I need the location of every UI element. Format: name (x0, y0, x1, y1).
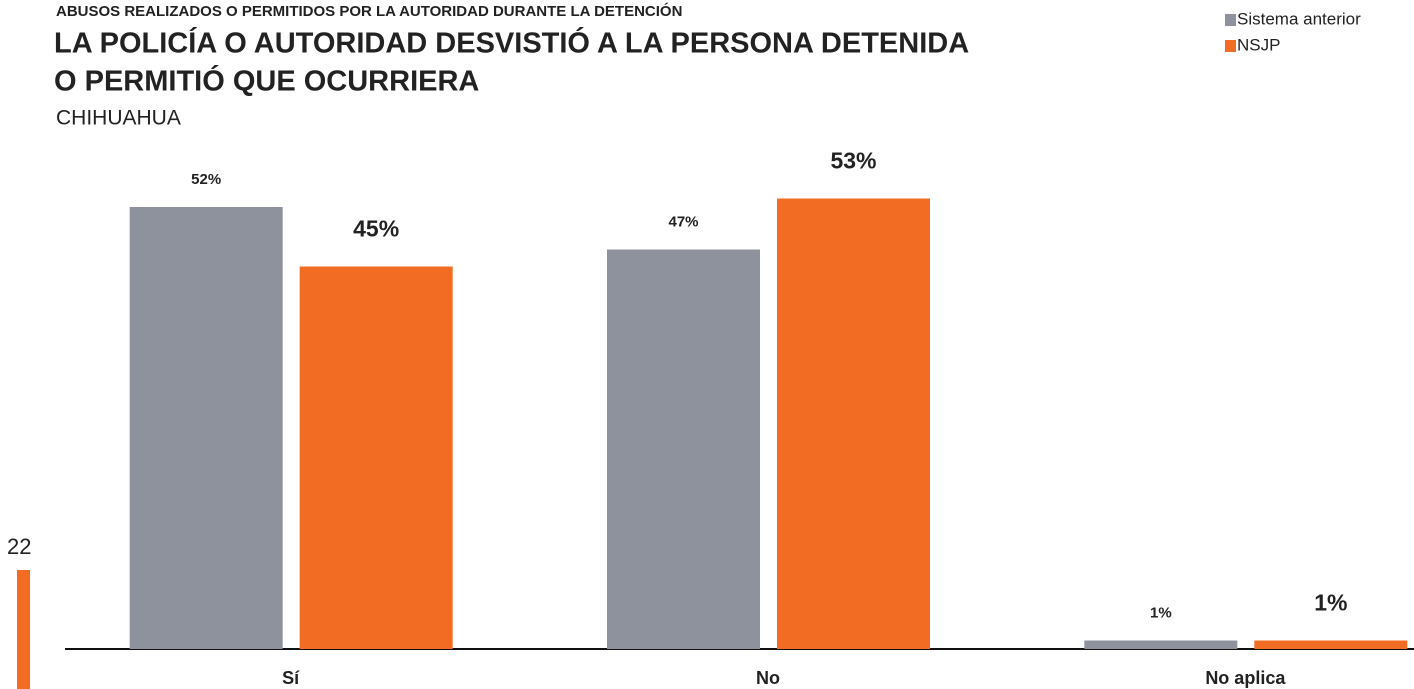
page-number: 22 (7, 534, 31, 559)
bar (299, 266, 453, 649)
chart-subtitle: CHIHUAHUA (56, 107, 181, 130)
bar (1084, 640, 1238, 649)
page-accent (17, 570, 30, 689)
bar (1254, 640, 1408, 649)
data-label: 52% (191, 171, 221, 188)
chart-title: O PERMITIÓ QUE OCURRIERA (54, 64, 479, 98)
legend-label: NSJP (1237, 35, 1280, 54)
legend-swatch (1225, 14, 1236, 26)
data-label: 45% (353, 216, 399, 242)
legend-swatch (1225, 40, 1236, 52)
x-tick-label: No aplica (1205, 668, 1286, 688)
data-label: 1% (1314, 590, 1347, 616)
data-label: 47% (668, 213, 698, 230)
data-label: 53% (830, 148, 876, 174)
x-tick-label: No (756, 668, 780, 688)
data-label: 1% (1150, 604, 1172, 621)
legend-label: Sistema anterior (1237, 9, 1361, 28)
x-tick-label: Sí (282, 668, 300, 688)
chart-title: LA POLICÍA O AUTORIDAD DESVISTIÓ A LA PE… (54, 26, 969, 60)
chart-kicker: ABUSOS REALIZADOS O PERMITIDOS POR LA AU… (56, 2, 682, 20)
bar (129, 207, 283, 649)
bar (777, 198, 930, 649)
bar (607, 249, 760, 649)
